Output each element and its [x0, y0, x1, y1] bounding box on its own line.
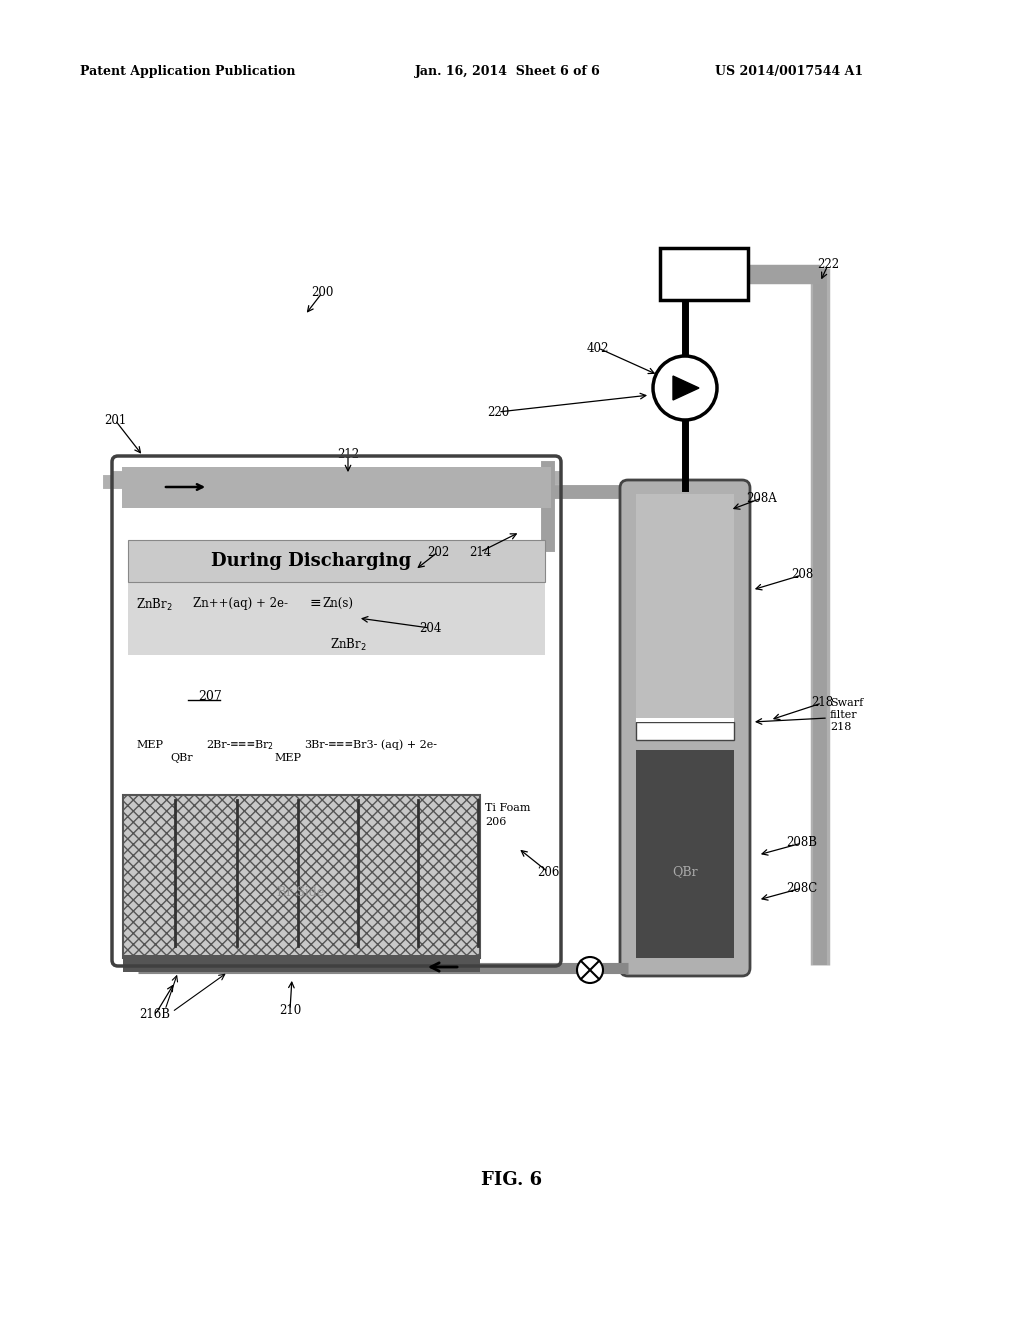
Text: 206: 206: [485, 817, 507, 828]
Text: 208: 208: [791, 569, 813, 582]
Text: ≡≡≡: ≡≡≡: [328, 741, 354, 750]
Text: MEP: MEP: [136, 741, 163, 750]
Text: Br3- (aq) + 2e-: Br3- (aq) + 2e-: [353, 739, 437, 750]
Bar: [128, 582, 545, 655]
Text: 210: 210: [279, 1003, 301, 1016]
Text: Zn(s): Zn(s): [322, 597, 353, 610]
Text: MEP: MEP: [274, 752, 301, 763]
Text: 207: 207: [198, 689, 222, 702]
Text: US 2014/0017544 A1: US 2014/0017544 A1: [715, 66, 863, 78]
Text: 204: 204: [419, 622, 441, 635]
Text: QBr: QBr: [672, 866, 697, 879]
Text: Ti Foam: Ti Foam: [485, 803, 530, 813]
Circle shape: [577, 957, 603, 983]
Polygon shape: [673, 376, 699, 400]
Bar: [128, 540, 545, 582]
Text: ZnBr$_2$: ZnBr$_2$: [330, 638, 367, 653]
Bar: [636, 494, 734, 719]
Text: filter: filter: [830, 710, 858, 719]
FancyBboxPatch shape: [620, 480, 750, 975]
Text: 222: 222: [817, 259, 839, 272]
Text: 208A: 208A: [746, 491, 777, 504]
Bar: [122, 467, 551, 508]
Text: 218: 218: [811, 697, 834, 710]
Text: 200: 200: [311, 286, 333, 300]
Text: 402: 402: [587, 342, 609, 355]
Text: FIG. 6: FIG. 6: [481, 1171, 543, 1189]
Text: 212: 212: [337, 449, 359, 462]
Bar: [636, 718, 734, 722]
Text: ≡≡≡: ≡≡≡: [230, 741, 256, 750]
Bar: [660, 248, 748, 300]
Bar: [123, 954, 480, 972]
Bar: [636, 722, 734, 741]
Text: 208B: 208B: [786, 837, 817, 850]
Text: 216B: 216B: [139, 1008, 171, 1022]
Text: 2Br-: 2Br-: [206, 741, 230, 750]
Text: 218: 218: [830, 722, 851, 733]
Text: During Discharging: During Discharging: [211, 552, 411, 570]
Text: Zn++(aq) + 2e-: Zn++(aq) + 2e-: [193, 597, 288, 610]
Text: Br$_2$: Br$_2$: [254, 738, 273, 752]
Text: Patent Application Publication: Patent Application Publication: [80, 66, 296, 78]
Text: 100: 100: [687, 259, 710, 272]
Text: QBr: QBr: [170, 752, 193, 763]
Text: Jan. 16, 2014  Sheet 6 of 6: Jan. 16, 2014 Sheet 6 of 6: [415, 66, 601, 78]
Text: 214: 214: [469, 545, 492, 558]
Text: 202: 202: [427, 545, 450, 558]
Text: 201: 201: [103, 413, 126, 426]
Bar: [636, 750, 734, 958]
Text: 208C: 208C: [786, 882, 817, 895]
Text: Br Side: Br Side: [278, 886, 325, 899]
Text: 220: 220: [486, 405, 509, 418]
Text: Swarf: Swarf: [830, 698, 863, 708]
Text: 206: 206: [537, 866, 559, 879]
Circle shape: [653, 356, 717, 420]
Text: ≡: ≡: [310, 597, 322, 610]
Text: ZnBr$_2$: ZnBr$_2$: [136, 597, 172, 612]
Bar: [123, 795, 480, 958]
Text: 3Br-: 3Br-: [304, 741, 329, 750]
